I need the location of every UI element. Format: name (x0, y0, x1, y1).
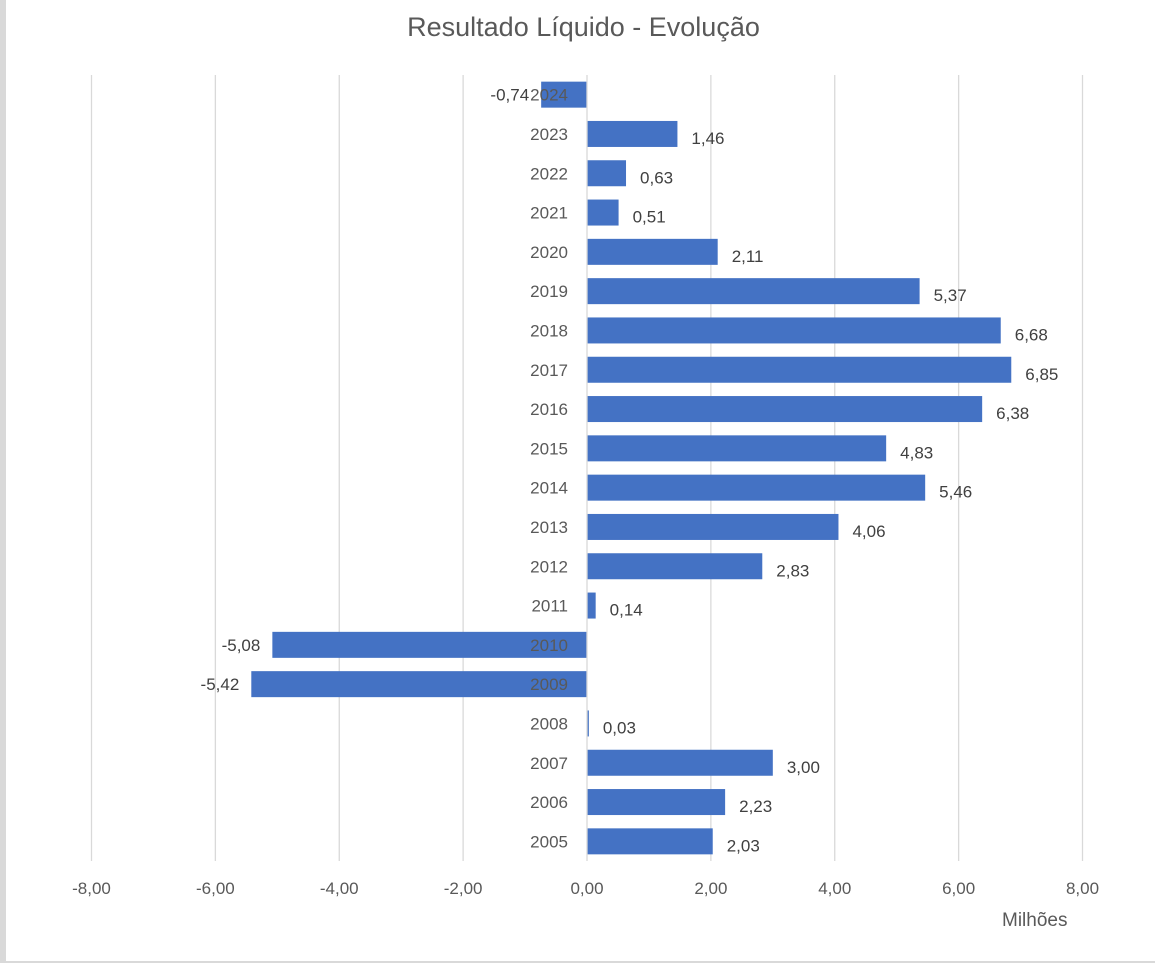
category-label: 2019 (530, 282, 568, 301)
x-tick-label: 8,00 (1066, 879, 1099, 898)
data-label: -5,42 (201, 675, 240, 694)
x-axis-units-label: Milhões (1002, 910, 1068, 931)
data-label: 0,63 (640, 168, 673, 187)
data-label: 6,68 (1015, 325, 1048, 344)
data-label: 6,85 (1025, 365, 1058, 384)
category-label: 2006 (530, 793, 568, 812)
data-label: 0,03 (603, 718, 636, 737)
data-label: 2,23 (739, 797, 772, 816)
category-label: 2008 (530, 714, 568, 733)
data-label: 5,37 (934, 286, 967, 305)
bar-2017 (587, 356, 1012, 383)
data-label: 4,83 (900, 443, 933, 462)
category-label: 2010 (530, 636, 568, 655)
x-tick-label: -4,00 (320, 879, 359, 898)
x-tick-label: 4,00 (818, 879, 851, 898)
category-label: 2014 (530, 479, 568, 498)
bar-2008 (587, 710, 589, 737)
category-label: 2021 (530, 204, 568, 223)
category-label: 2013 (530, 518, 568, 537)
category-label: 2015 (530, 439, 568, 458)
bar-2005 (587, 828, 713, 855)
data-label: 6,38 (996, 404, 1029, 423)
category-label: 2017 (530, 361, 568, 380)
bar-2019 (587, 278, 920, 305)
category-label: 2012 (530, 557, 568, 576)
bar-2015 (587, 435, 887, 462)
data-label: 0,51 (633, 208, 666, 227)
bar-2016 (587, 396, 983, 423)
category-label: 2009 (530, 675, 568, 694)
data-label: 2,83 (776, 561, 809, 580)
category-label: 2020 (530, 243, 568, 262)
data-label: 0,14 (610, 601, 643, 620)
category-label: 2011 (531, 597, 568, 616)
bar-2014 (587, 474, 926, 501)
data-label: 3,00 (787, 758, 820, 777)
bar-2018 (587, 317, 1001, 344)
x-tick-label: -2,00 (444, 879, 483, 898)
bar-2007 (587, 749, 773, 776)
bar-2006 (587, 789, 726, 816)
bar-2020 (587, 238, 718, 265)
bar-2012 (587, 553, 763, 580)
category-label: 2016 (530, 400, 568, 419)
category-label: 2024 (530, 86, 568, 105)
bar-2011 (587, 592, 596, 619)
category-label: 2005 (530, 832, 568, 851)
category-label: 2007 (530, 754, 568, 773)
bar-2013 (587, 513, 839, 540)
bar-2023 (587, 120, 678, 147)
data-label: -5,08 (222, 636, 261, 655)
data-label: 5,46 (939, 483, 972, 502)
bar-2022 (587, 160, 627, 187)
data-label: 4,06 (852, 522, 885, 541)
category-label: 2022 (530, 164, 568, 183)
data-label: 1,46 (691, 129, 724, 148)
x-tick-label: 2,00 (694, 879, 727, 898)
data-label: -0,74 (490, 86, 529, 105)
chart-title: Resultado Líquido - Evolução (407, 12, 760, 42)
x-tick-label: 6,00 (942, 879, 975, 898)
data-label: 2,03 (727, 836, 760, 855)
bar-2010 (272, 631, 587, 658)
x-tick-label: -8,00 (72, 879, 111, 898)
category-label: 2018 (530, 321, 568, 340)
category-label: 2023 (530, 125, 568, 144)
data-label: 2,11 (732, 247, 764, 266)
bar-2024 (541, 81, 587, 108)
x-tick-label: -6,00 (196, 879, 235, 898)
bar-2021 (587, 199, 619, 226)
x-tick-label: 0,00 (570, 879, 603, 898)
bar-2009 (251, 671, 587, 698)
bar-chart-plot: 2024 2023 2022 2021 2020 2019 2018 2017 2016 2015… (72, 75, 1099, 898)
